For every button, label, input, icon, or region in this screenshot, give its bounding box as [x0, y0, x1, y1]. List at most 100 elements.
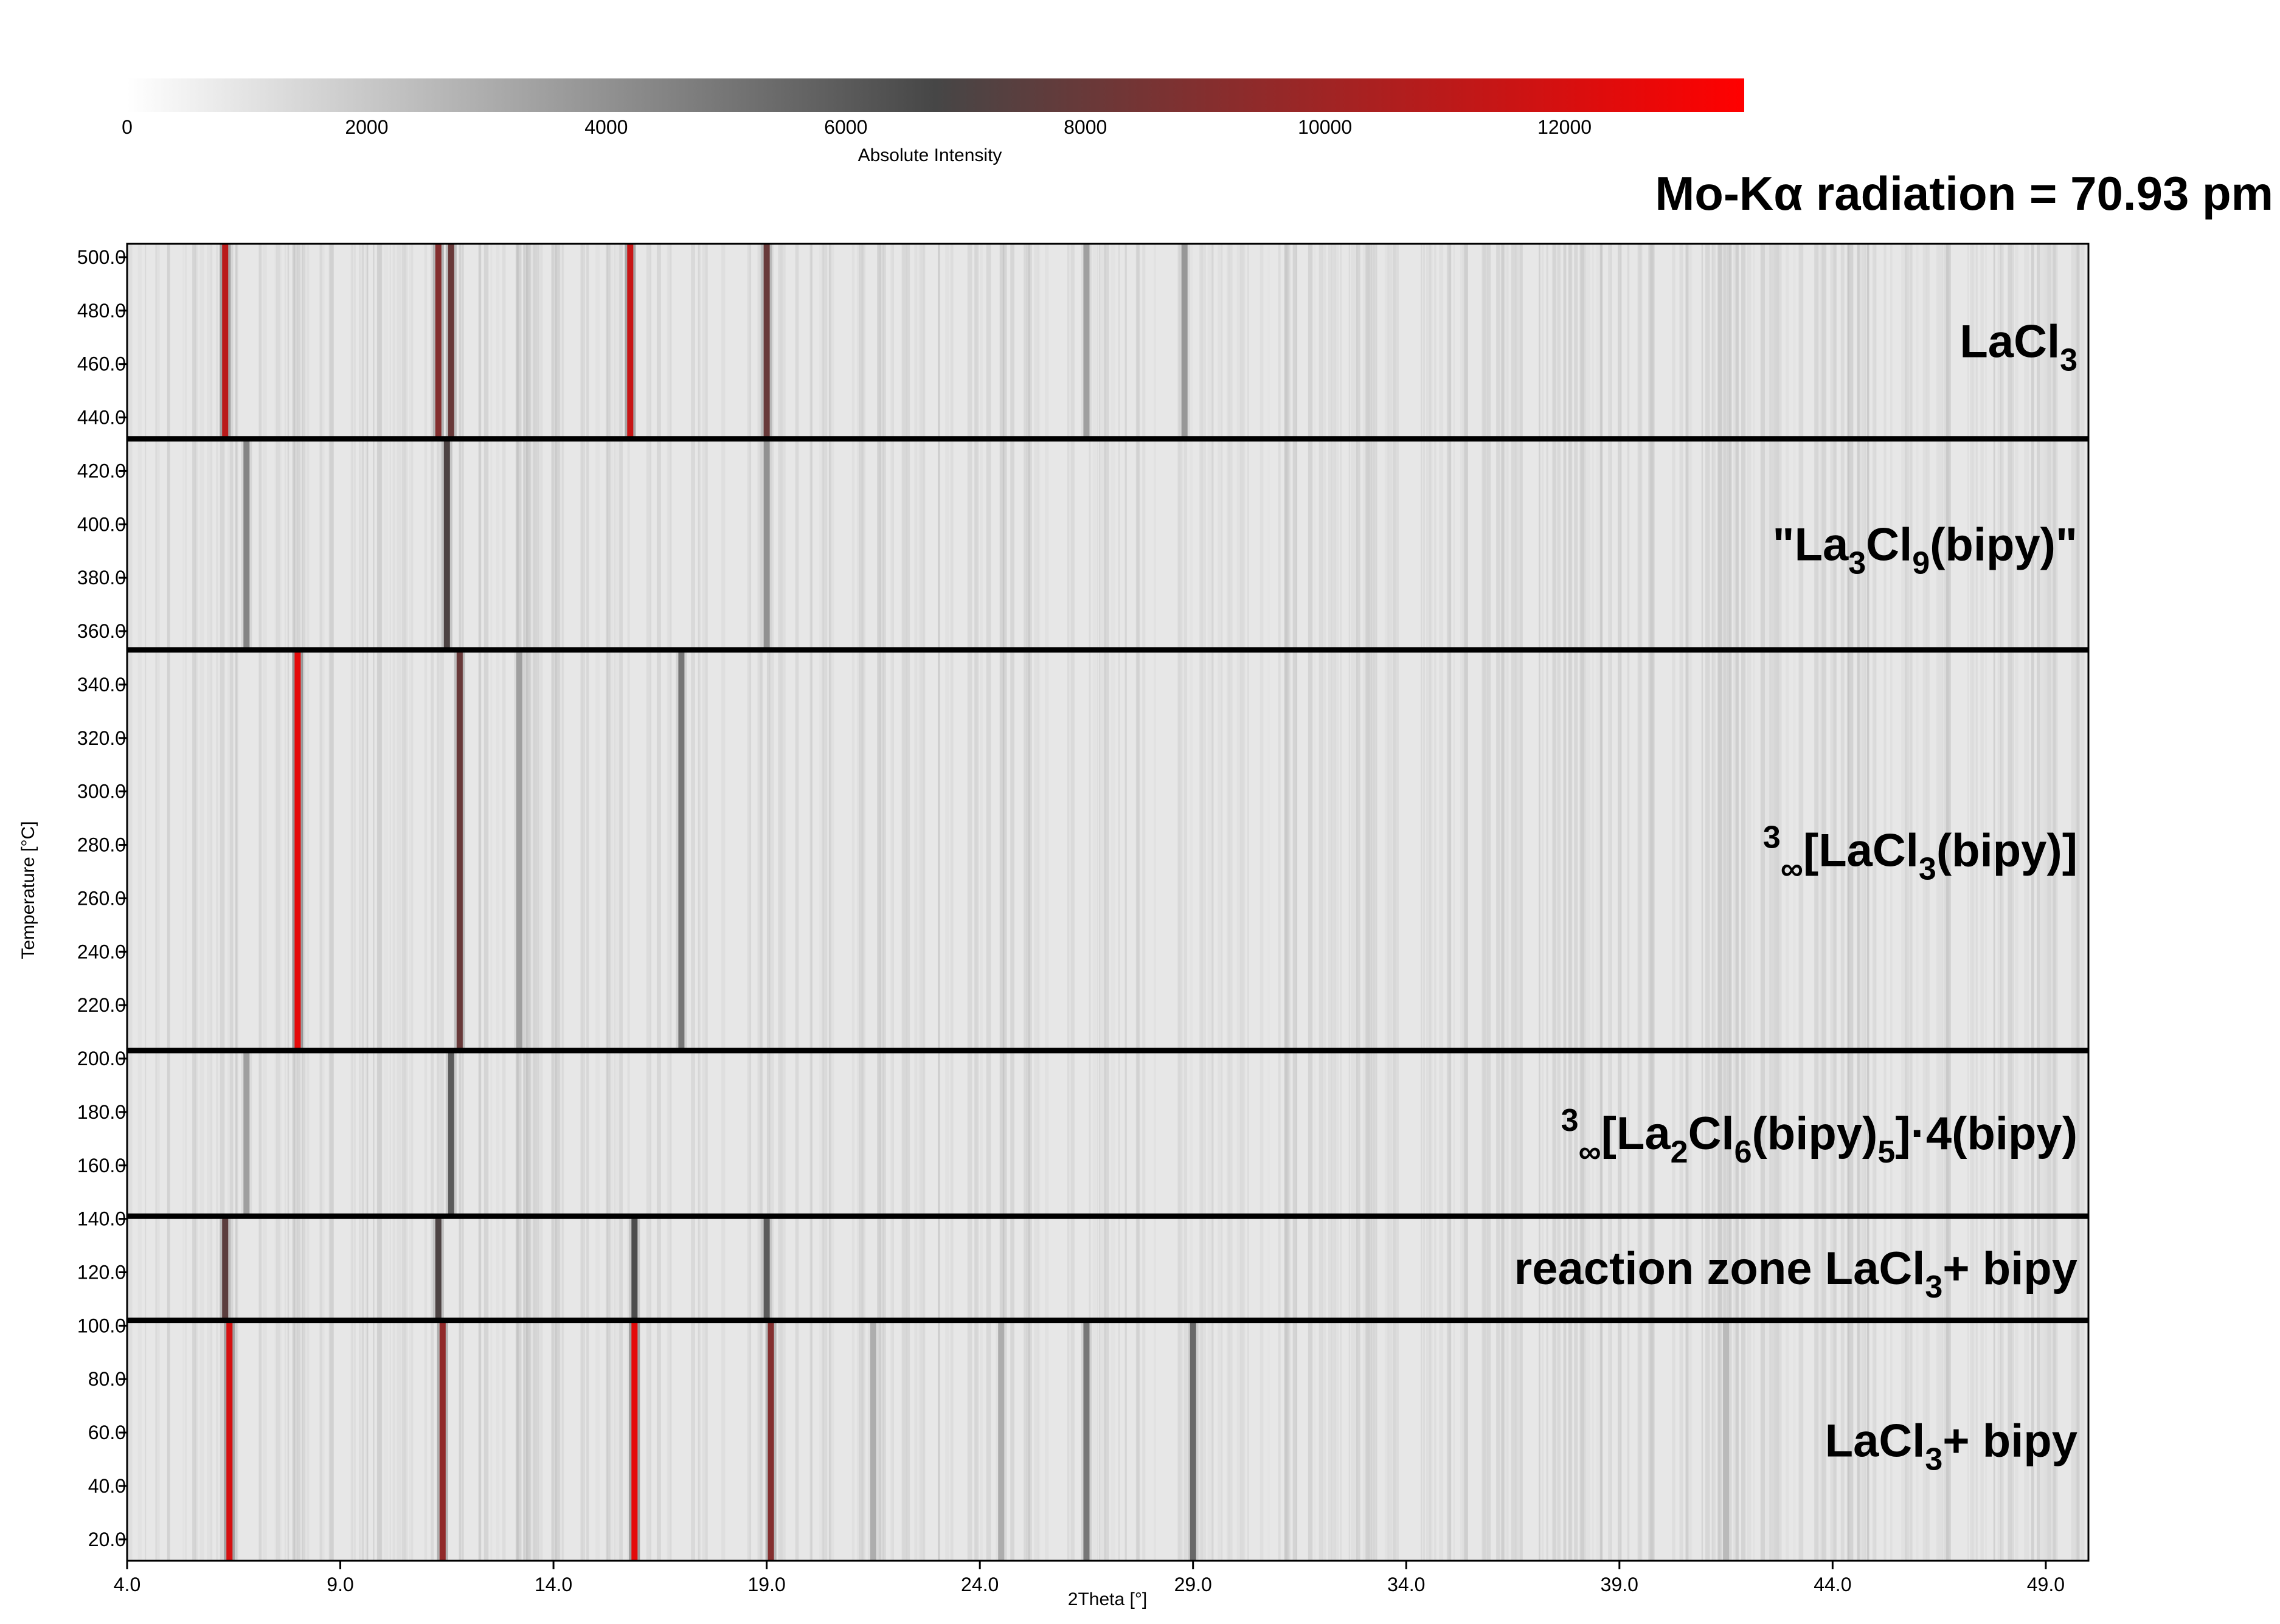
- texture-stripe: [1089, 244, 1091, 1561]
- texture-stripe: [1426, 244, 1431, 1561]
- texture-stripe: [437, 244, 440, 1561]
- plot-area: [127, 244, 2088, 1561]
- texture-stripe: [1608, 244, 1612, 1561]
- texture-stripe: [319, 244, 322, 1561]
- texture-stripe: [127, 244, 131, 1561]
- texture-stripe: [478, 244, 482, 1561]
- texture-stripe: [721, 244, 726, 1561]
- peak-line: [631, 1216, 638, 1321]
- texture-stripe: [1819, 244, 1824, 1561]
- texture-stripe: [1864, 244, 1866, 1561]
- phase-label: 3∞[La2Cl6(bipy)5]·4(bipy): [1561, 1103, 2077, 1170]
- texture-stripe: [749, 244, 752, 1561]
- texture-stripe: [1371, 244, 1374, 1561]
- texture-stripe: [1946, 244, 1951, 1561]
- texture-stripe: [1776, 244, 1781, 1561]
- texture-stripe: [649, 244, 651, 1561]
- texture-stripe: [560, 244, 564, 1561]
- texture-stripe: [1824, 244, 1827, 1561]
- texture-stripe: [1741, 244, 1746, 1561]
- texture-stripe: [1034, 244, 1039, 1561]
- texture-stripe: [1600, 244, 1603, 1561]
- y-tick-label: 40.0: [88, 1475, 126, 1497]
- texture-stripe: [1723, 244, 1728, 1561]
- texture-stripe: [279, 244, 282, 1561]
- texture-stripe: [1985, 244, 1987, 1561]
- texture-stripe: [258, 244, 262, 1561]
- texture-stripe: [580, 244, 583, 1561]
- texture-stripe: [210, 244, 213, 1561]
- texture-stripe: [1793, 244, 1796, 1561]
- texture-stripe: [1100, 244, 1104, 1561]
- texture-stripe: [1821, 244, 1826, 1561]
- texture-stripe: [2053, 244, 2056, 1561]
- phase-label: reaction zone LaCl3+ bipy: [1514, 1243, 2077, 1305]
- texture-stripe: [656, 244, 661, 1561]
- y-tick-label: 100.0: [77, 1315, 126, 1336]
- texture-stripe: [1025, 244, 1027, 1561]
- texture-stripe: [404, 244, 408, 1561]
- y-tick-label: 300.0: [77, 781, 126, 803]
- texture-stripe: [1178, 244, 1183, 1561]
- texture-stripe: [352, 244, 356, 1561]
- texture-stripe: [1814, 244, 1819, 1561]
- texture-stripe: [361, 244, 364, 1561]
- texture-stripe: [1741, 244, 1746, 1561]
- texture-stripe: [1003, 244, 1007, 1561]
- texture-stripe: [329, 244, 334, 1561]
- peak-line: [243, 438, 250, 650]
- radiation-label: Mo-Kα radiation = 70.93 pm: [1655, 167, 2273, 220]
- texture-stripe: [1511, 244, 1516, 1561]
- texture-stripe: [1774, 244, 1779, 1561]
- texture-stripe: [1905, 244, 1910, 1561]
- texture-stripe: [698, 244, 701, 1561]
- texture-stripe: [229, 244, 234, 1561]
- texture-stripe: [1496, 244, 1500, 1561]
- colorbar-tick-label: 12000: [1537, 116, 1592, 138]
- texture-stripe: [1236, 244, 1241, 1561]
- texture-stripe: [288, 244, 289, 1561]
- texture-stripe: [1592, 244, 1594, 1561]
- peak-line: [1083, 1320, 1090, 1561]
- texture-stripe: [1284, 244, 1287, 1561]
- texture-stripe: [373, 244, 375, 1561]
- texture-stripe: [1183, 244, 1188, 1561]
- y-tick-label: 440.0: [77, 407, 126, 429]
- texture-stripe: [1798, 244, 1800, 1561]
- texture-stripe: [1547, 244, 1549, 1561]
- texture-stripe: [698, 244, 699, 1561]
- y-tick-label: 480.0: [77, 300, 126, 322]
- texture-stripe: [2050, 244, 2054, 1561]
- texture-stripe: [1685, 244, 1688, 1561]
- peak-line: [294, 649, 301, 1051]
- texture-stripe: [822, 244, 824, 1561]
- texture-stripe: [627, 244, 630, 1561]
- texture-stripe: [819, 244, 822, 1561]
- texture-stripe: [1308, 244, 1313, 1561]
- x-tick-label: 14.0: [535, 1574, 572, 1595]
- texture-stripe: [1520, 244, 1523, 1561]
- texture-stripe: [907, 244, 910, 1561]
- peak-line: [763, 438, 770, 650]
- texture-stripe: [1322, 244, 1326, 1561]
- y-tick-label: 400.0: [77, 513, 126, 535]
- texture-stripe: [284, 244, 286, 1561]
- texture-stripe: [1729, 244, 1732, 1561]
- texture-stripe: [923, 244, 926, 1561]
- texture-stripe: [1652, 244, 1655, 1561]
- colorbar-ticks: 0 2000 4000 6000 8000 10000 12000: [122, 116, 1592, 138]
- texture-stripe: [1718, 244, 1722, 1561]
- colorbar-tick-label: 10000: [1298, 116, 1352, 138]
- texture-stripe: [1553, 244, 1558, 1561]
- texture-stripe: [1610, 244, 1612, 1561]
- background-texture: [127, 244, 2085, 1561]
- peak-line: [222, 1216, 229, 1321]
- colorbar-label: Absolute Intensity: [858, 145, 1002, 165]
- texture-stripe: [1207, 244, 1212, 1561]
- texture-stripe: [1104, 244, 1106, 1561]
- texture-stripe: [1506, 244, 1509, 1561]
- texture-stripe: [851, 244, 855, 1561]
- peak-line: [435, 244, 442, 439]
- texture-stripe: [2081, 244, 2085, 1561]
- texture-stripe: [1500, 244, 1505, 1561]
